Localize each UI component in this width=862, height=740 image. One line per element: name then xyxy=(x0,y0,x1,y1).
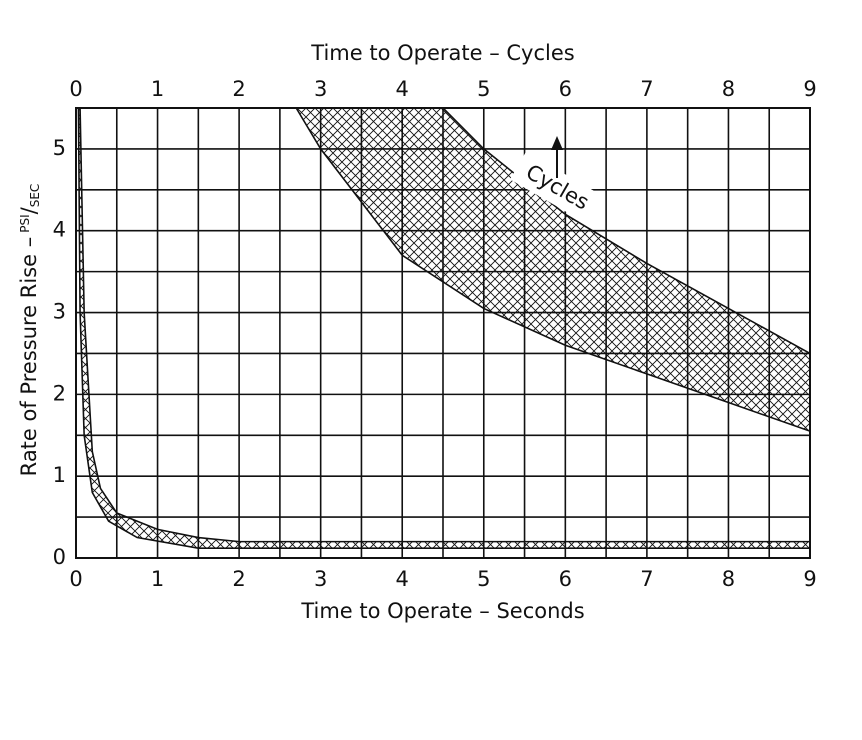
y-tick-label: 5 xyxy=(53,136,66,160)
y-tick-label: 3 xyxy=(53,300,66,324)
y-tick-label: 1 xyxy=(53,463,66,487)
x2-tick-label: 5 xyxy=(477,77,490,101)
y-unit-top: PSI xyxy=(18,214,32,232)
x-tick-label: 8 xyxy=(722,567,735,591)
y-tick-label: 0 xyxy=(53,545,66,569)
y-axis-title: Rate of Pressure Rise – PSI/SEC xyxy=(17,184,42,477)
y-tick-label: 2 xyxy=(53,381,66,405)
x-tick-label: 5 xyxy=(477,567,490,591)
x-tick-label: 6 xyxy=(559,567,572,591)
plot-frame xyxy=(75,107,811,559)
y-axis-title-text: Rate of Pressure Rise – xyxy=(17,237,41,477)
x2-tick-label: 6 xyxy=(559,77,572,101)
annotation-background xyxy=(510,151,604,225)
x2-tick-label: 0 xyxy=(69,77,82,101)
x2-tick-label: 2 xyxy=(232,77,245,101)
y-unit-bottom: SEC xyxy=(28,184,42,208)
x-axis-title: Time to Operate – Seconds xyxy=(300,599,584,623)
x2-tick-label: 7 xyxy=(640,77,653,101)
x2-tick-label: 3 xyxy=(314,77,327,101)
x2-axis-title: Time to Operate – Cycles xyxy=(310,41,574,65)
x2-tick-label: 9 xyxy=(803,77,816,101)
x-tick-label: 3 xyxy=(314,567,327,591)
x2-tick-label: 4 xyxy=(396,77,409,101)
x-tick-label: 4 xyxy=(396,567,409,591)
y-unit-sep: / xyxy=(17,206,41,214)
x-tick-label: 2 xyxy=(232,567,245,591)
x-tick-label: 7 xyxy=(640,567,653,591)
x2-tick-label: 1 xyxy=(151,77,164,101)
x2-tick-label: 8 xyxy=(722,77,735,101)
band-boundary xyxy=(442,107,811,355)
x-tick-label: 0 xyxy=(69,567,82,591)
annotation-arrowhead xyxy=(551,136,563,150)
band-boundary xyxy=(79,107,810,543)
x-tick-label: 1 xyxy=(151,567,164,591)
band-boundary xyxy=(295,107,811,432)
y-tick-label: 4 xyxy=(53,218,66,242)
x-tick-label: 9 xyxy=(803,567,816,591)
band-fill xyxy=(296,108,810,432)
band-boundary xyxy=(77,107,810,549)
